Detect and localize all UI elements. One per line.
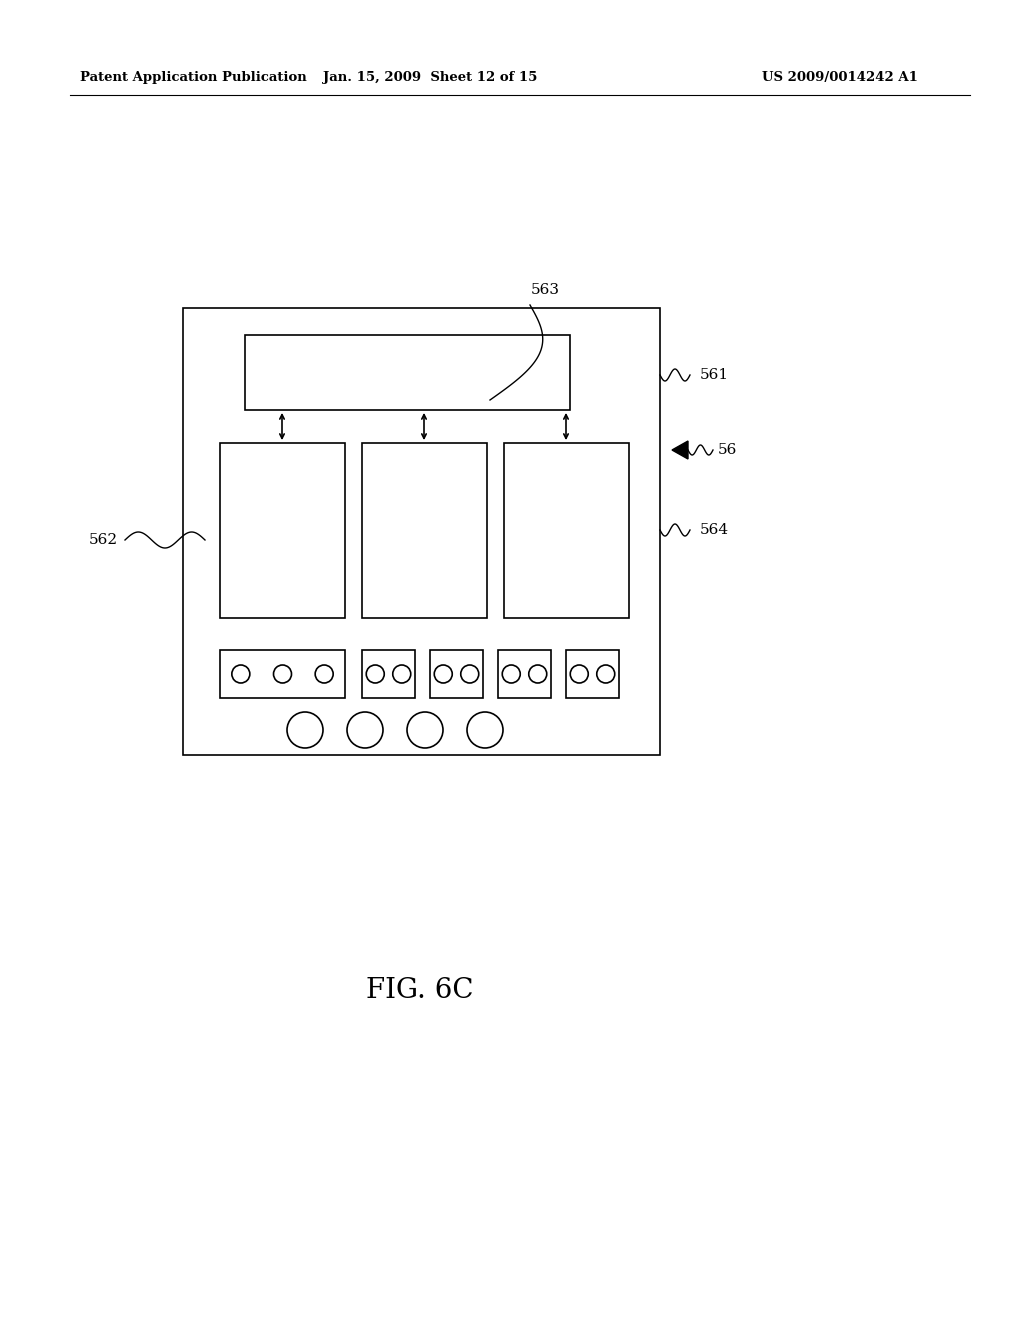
Text: 562: 562 bbox=[89, 533, 118, 546]
Bar bbox=[245, 335, 570, 411]
Bar bbox=[220, 444, 345, 618]
Text: FIG. 6C: FIG. 6C bbox=[367, 977, 474, 1003]
Text: Patent Application Publication: Patent Application Publication bbox=[80, 71, 307, 84]
Text: 564: 564 bbox=[700, 523, 729, 537]
Text: US 2009/0014242 A1: US 2009/0014242 A1 bbox=[762, 71, 918, 84]
Bar bbox=[430, 649, 483, 698]
Bar bbox=[183, 308, 660, 755]
Bar bbox=[362, 444, 487, 618]
Bar bbox=[362, 649, 415, 698]
Bar bbox=[220, 649, 345, 698]
Bar bbox=[504, 444, 629, 618]
Bar bbox=[498, 649, 551, 698]
Text: 561: 561 bbox=[700, 368, 729, 381]
Polygon shape bbox=[672, 441, 688, 459]
Text: 56: 56 bbox=[718, 444, 737, 457]
Text: 563: 563 bbox=[530, 282, 559, 297]
Bar bbox=[566, 649, 618, 698]
Text: Jan. 15, 2009  Sheet 12 of 15: Jan. 15, 2009 Sheet 12 of 15 bbox=[323, 71, 538, 84]
